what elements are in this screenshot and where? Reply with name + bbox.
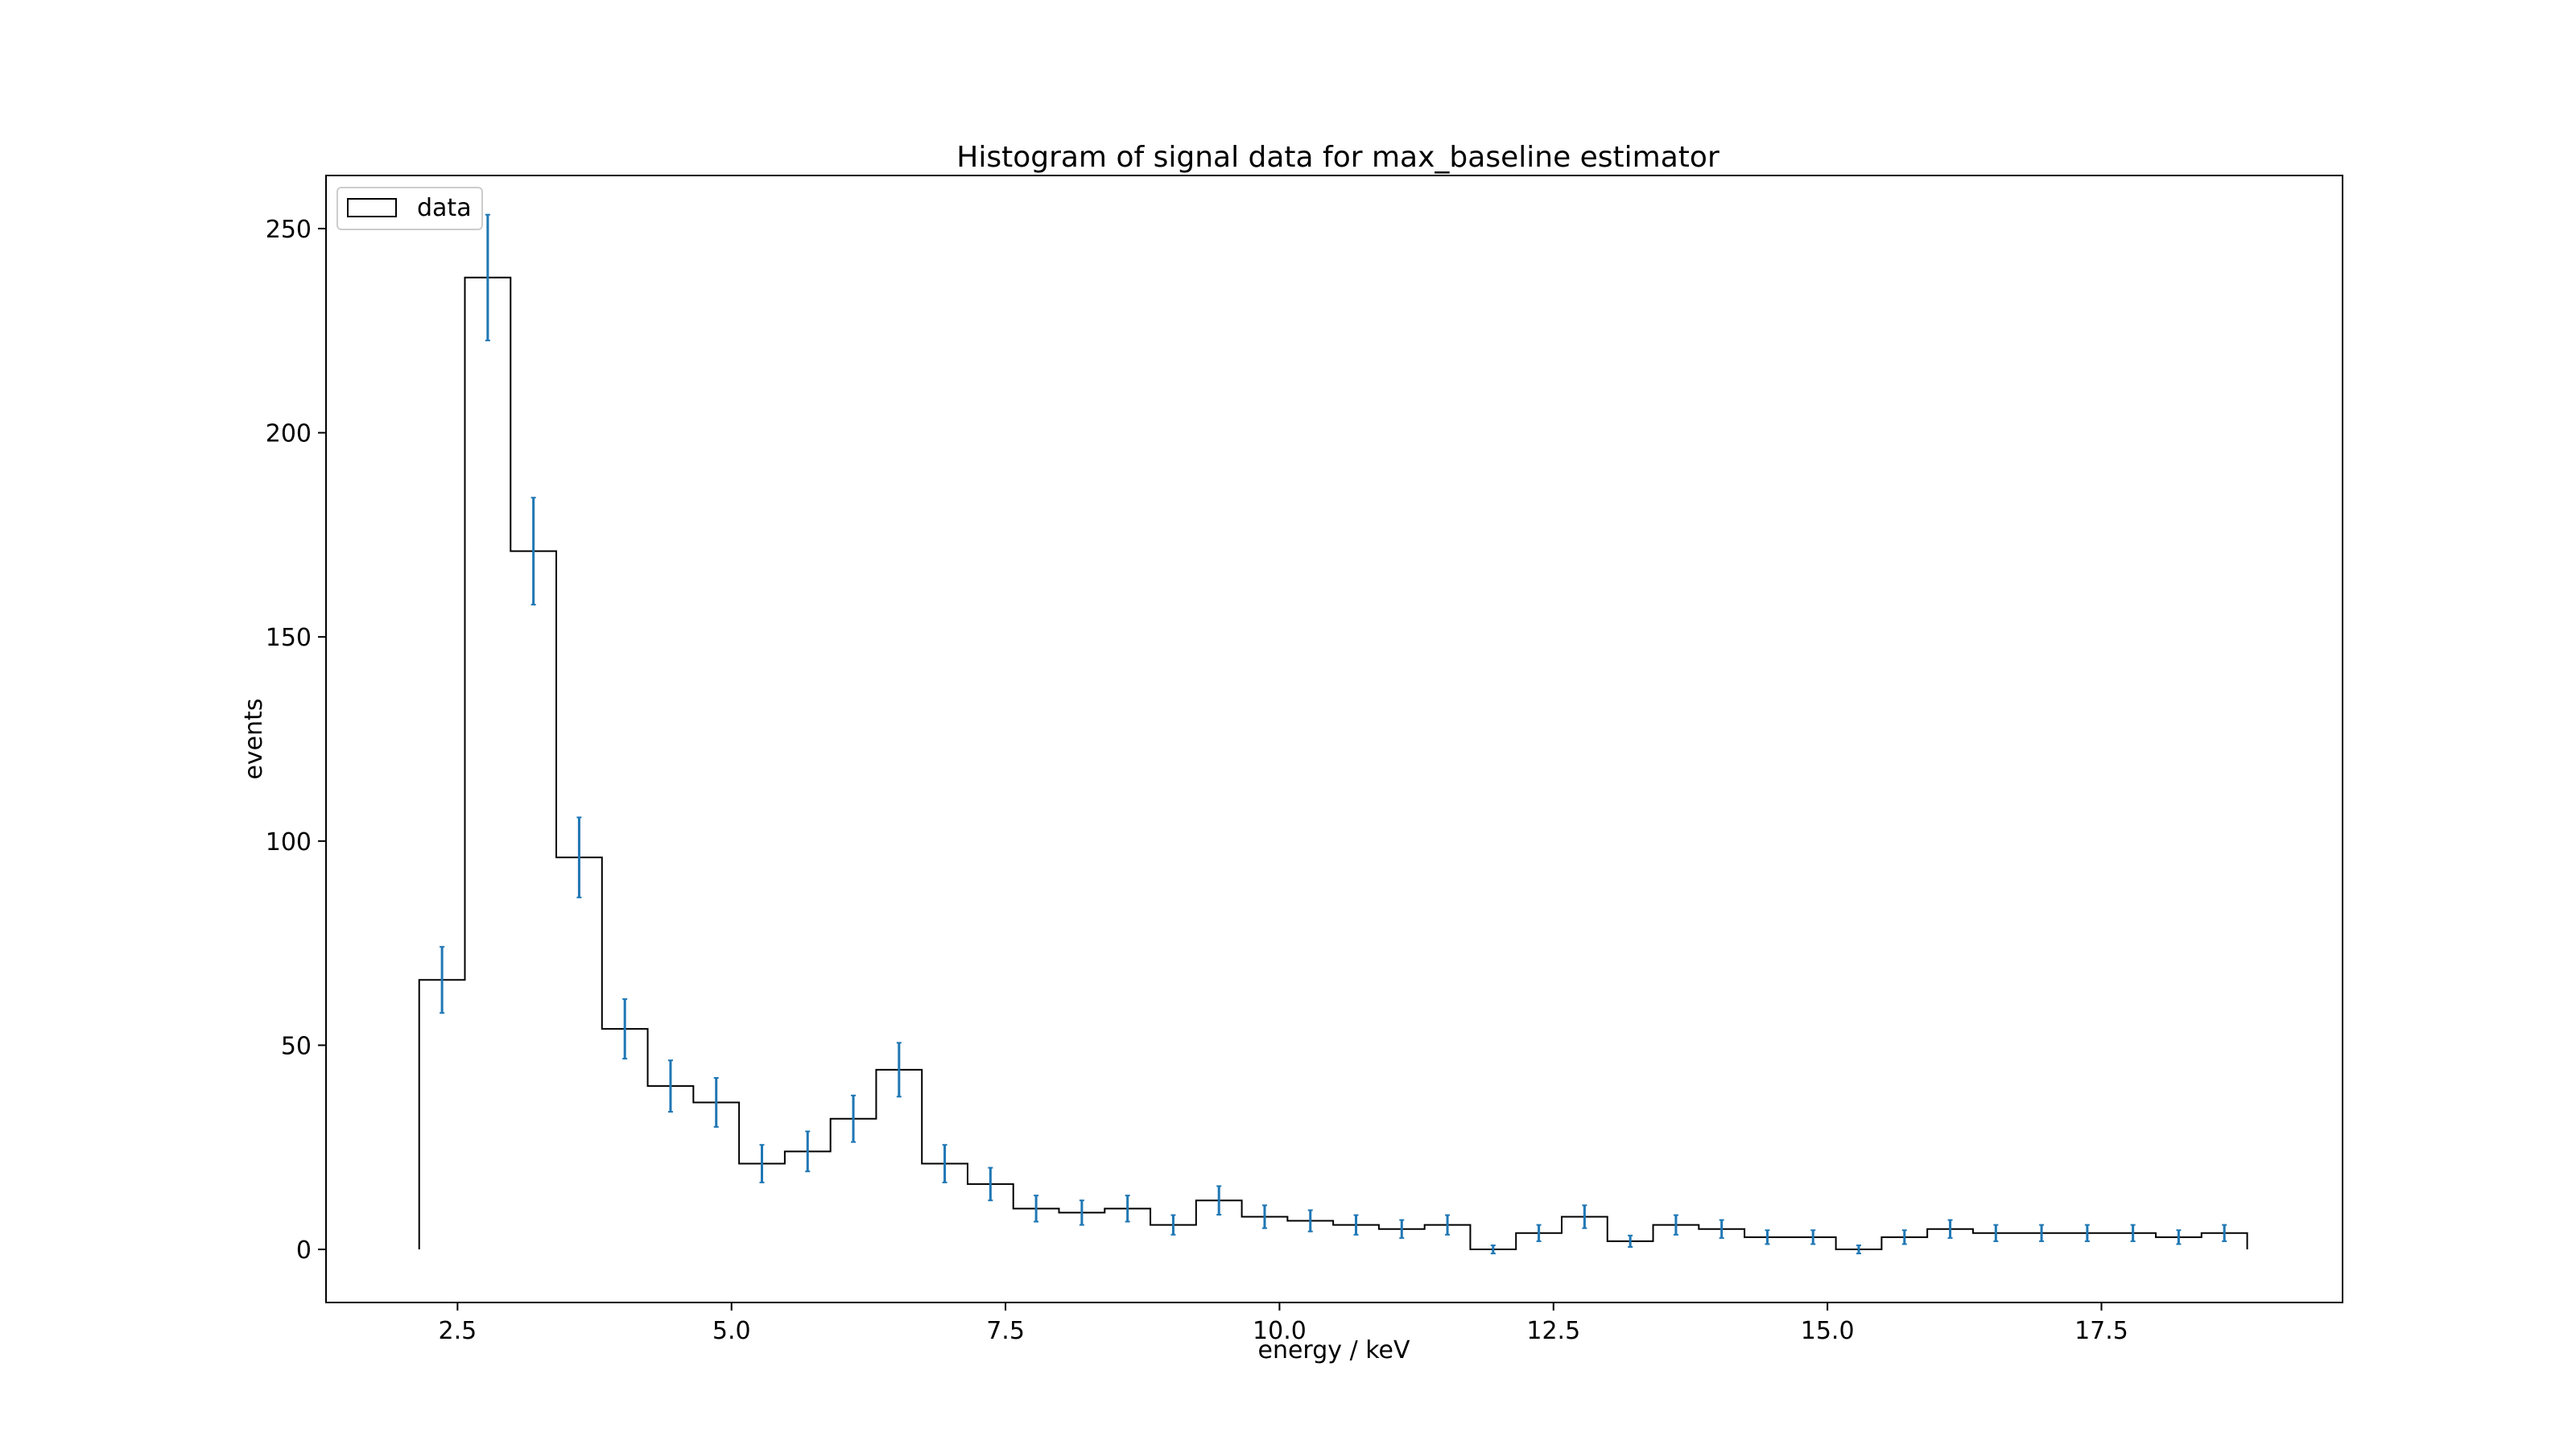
error-bar [622,998,628,1060]
error-bar [713,1077,719,1128]
plot-frame [325,175,2343,1303]
error-bar [485,213,490,341]
error-bar [1947,1219,1953,1239]
y-tick-label: 150 [266,624,312,652]
error-bar [1719,1219,1724,1239]
error-bar [805,1130,811,1173]
error-bars [440,213,2227,1255]
error-bar [1856,1244,1862,1255]
y-tick-label: 200 [266,420,312,448]
error-bar [988,1166,993,1202]
error-bar [1261,1204,1267,1229]
error-bar [1034,1195,1039,1223]
chart-title: Histogram of signal data for max_baselin… [956,141,1719,174]
x-tick-label: 2.5 [439,1317,477,1345]
error-bar [1628,1234,1633,1249]
x-tick-label: 7.5 [986,1317,1025,1345]
legend-label-data: data [417,194,472,222]
y-tick-label: 100 [266,828,312,857]
error-bar [1673,1214,1678,1236]
x-tick-label: 12.5 [1526,1317,1580,1345]
y-tick-label: 250 [266,216,312,244]
error-bar [896,1042,902,1098]
histogram-series [418,276,2248,1251]
error-bar [2176,1229,2182,1245]
x-tick-label: 5.0 [712,1317,751,1345]
error-bar [2039,1224,2045,1242]
error-bar [1582,1204,1587,1229]
error-bar [1170,1214,1176,1236]
error-bar [1307,1209,1313,1232]
error-bar [576,816,582,898]
error-bar [759,1144,765,1183]
legend: data [336,187,483,230]
error-bar [2222,1224,2227,1242]
y-axis-ticks: 0 50 100 150 200 250 [266,216,326,1265]
error-bar [1810,1229,1816,1245]
error-bar [1079,1199,1084,1226]
error-bar [1216,1185,1222,1216]
error-bar [942,1144,947,1183]
error-bar [1993,1224,1999,1242]
error-bar [1125,1195,1130,1223]
error-bar [2130,1224,2136,1242]
error-bar [1765,1229,1770,1245]
x-tick-label: 15.0 [1801,1317,1855,1345]
error-bar [1399,1219,1405,1239]
x-axis-label: energy / keV [1258,1336,1410,1364]
error-bar [1445,1214,1451,1236]
error-bar [2084,1224,2090,1242]
y-axis-label: events [240,698,268,779]
y-tick-label: 50 [281,1032,312,1060]
error-bar [851,1094,857,1143]
y-tick-label: 0 [296,1236,312,1265]
histogram-step-line [418,276,2248,1251]
x-tick-label: 10.0 [1253,1317,1307,1345]
error-bar [1353,1214,1359,1236]
error-bar [667,1059,673,1113]
legend-swatch-data [347,198,397,217]
error-bar [1901,1229,1907,1245]
x-tick-label: 17.5 [2074,1317,2128,1345]
error-bar [530,497,536,606]
error-bar [440,946,445,1014]
error-bar [1490,1244,1496,1255]
x-axis-ticks: 2.5 5.0 7.5 10.0 12.5 15.0 17.5 [439,1302,2128,1345]
error-bar [1536,1224,1542,1242]
